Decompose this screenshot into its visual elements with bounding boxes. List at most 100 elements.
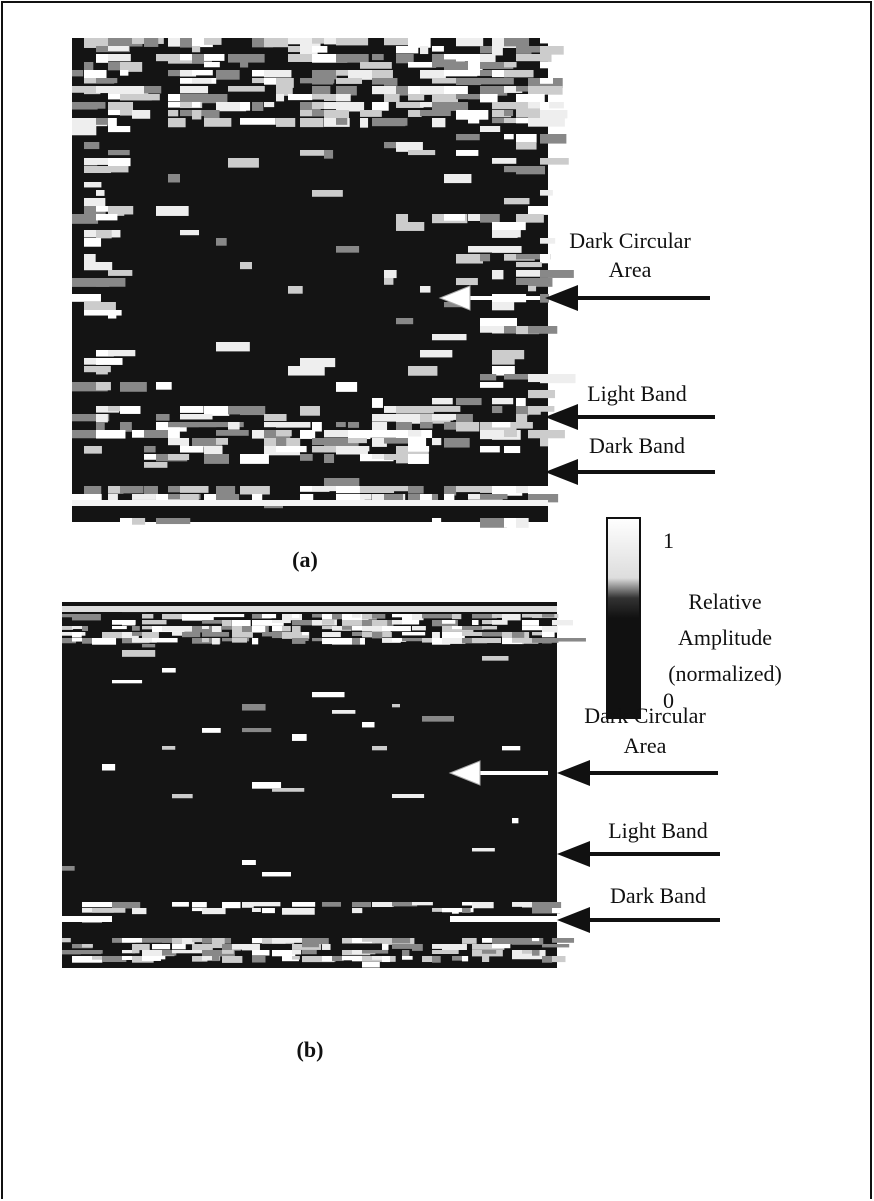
texture — [528, 430, 565, 439]
texture — [72, 102, 98, 110]
texture — [372, 54, 384, 61]
texture — [84, 198, 106, 208]
texture — [302, 938, 329, 945]
texture — [384, 94, 400, 102]
texture — [504, 198, 530, 205]
texture — [232, 632, 253, 638]
texture — [462, 908, 471, 913]
texture — [516, 94, 545, 104]
texture — [540, 190, 553, 196]
texture — [180, 422, 217, 428]
texture — [182, 938, 195, 945]
texture — [144, 430, 169, 438]
texture — [444, 414, 459, 420]
texture — [144, 446, 156, 453]
texture — [292, 626, 301, 633]
texture — [472, 848, 495, 852]
texture — [312, 70, 337, 80]
texture — [492, 158, 517, 164]
texture — [482, 626, 498, 630]
texture — [322, 632, 341, 638]
texture — [216, 494, 240, 502]
texture — [202, 956, 221, 961]
texture — [292, 950, 302, 955]
texture — [312, 446, 335, 453]
texture — [392, 704, 400, 708]
texture — [282, 632, 310, 639]
texture — [96, 366, 108, 375]
texture — [504, 374, 541, 380]
texture — [120, 382, 147, 392]
texture — [96, 54, 109, 63]
texture — [112, 626, 127, 630]
texture — [452, 908, 459, 914]
texture — [444, 486, 457, 496]
texture — [108, 54, 131, 62]
texture — [516, 326, 540, 335]
texture — [480, 374, 497, 381]
texture — [82, 902, 113, 908]
texture — [336, 94, 351, 102]
colorbar-max: 1 — [663, 528, 674, 553]
texture — [82, 944, 93, 948]
texture — [492, 302, 515, 311]
texture — [72, 956, 103, 963]
texture — [480, 430, 499, 440]
texture — [468, 94, 485, 100]
texture — [362, 626, 377, 632]
texture — [402, 614, 414, 621]
texture — [468, 214, 492, 221]
texture — [252, 950, 270, 956]
arrows-a — [438, 285, 715, 485]
texture — [540, 438, 549, 447]
texture — [72, 214, 99, 224]
texture — [172, 902, 189, 907]
texture — [96, 414, 108, 423]
texture — [180, 414, 213, 420]
texture — [362, 962, 380, 968]
texture — [272, 950, 296, 957]
texture — [392, 614, 412, 618]
texture — [152, 638, 178, 643]
texture — [348, 438, 367, 444]
texture — [62, 626, 74, 630]
texture — [456, 134, 480, 141]
texture — [120, 422, 132, 432]
texture — [212, 614, 245, 618]
texture — [152, 632, 159, 639]
texture — [142, 956, 161, 961]
annotation: Light Band — [587, 381, 687, 406]
texture — [480, 446, 500, 453]
texture — [62, 916, 112, 922]
texture — [288, 366, 325, 376]
texture — [172, 794, 193, 799]
texture — [352, 902, 371, 908]
texture — [408, 438, 427, 448]
texture — [480, 46, 495, 54]
texture — [472, 902, 494, 909]
texture — [372, 118, 406, 127]
texture — [232, 638, 248, 643]
texture — [192, 78, 212, 84]
texture — [192, 94, 228, 104]
texture — [504, 518, 527, 528]
colorbar-title: Amplitude — [678, 625, 772, 650]
texture — [472, 638, 502, 644]
texture — [504, 118, 524, 124]
texture — [202, 632, 230, 637]
texture — [300, 102, 321, 111]
texture — [382, 626, 411, 632]
texture — [444, 54, 457, 60]
texture — [302, 944, 319, 948]
texture — [480, 318, 517, 328]
texture — [402, 950, 410, 957]
texture — [142, 950, 175, 957]
texture — [92, 908, 126, 913]
texture — [480, 126, 501, 132]
texture — [528, 326, 558, 334]
texture — [312, 956, 319, 962]
texture — [180, 494, 199, 502]
texture — [192, 38, 213, 48]
texture — [432, 438, 442, 446]
texture — [516, 518, 529, 528]
